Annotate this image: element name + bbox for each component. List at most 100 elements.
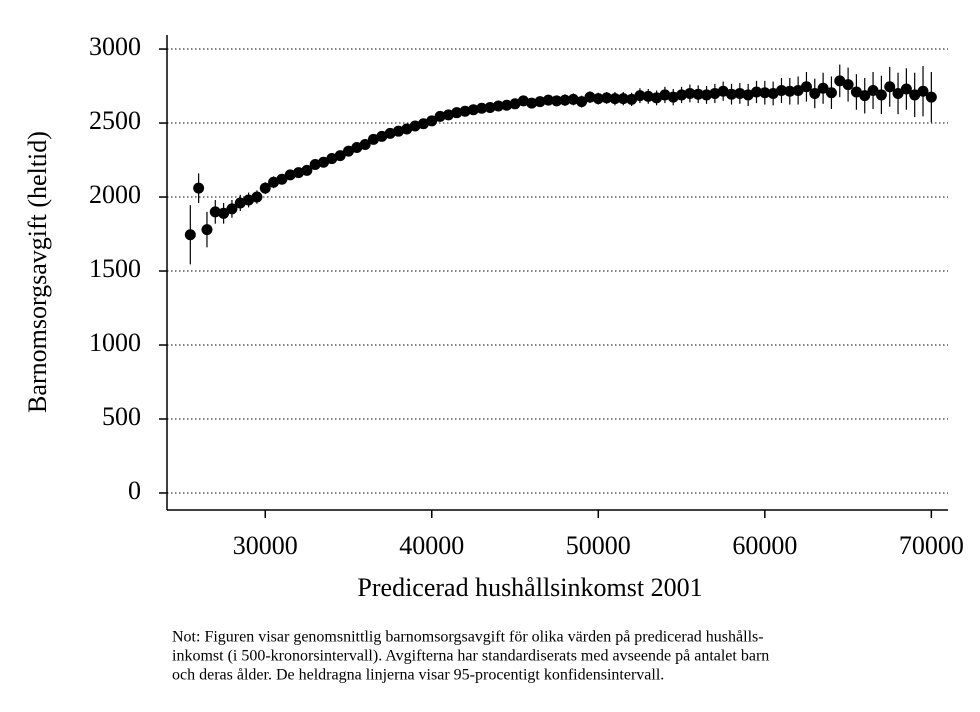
point	[825, 87, 837, 99]
y-tick-label: 3000	[89, 32, 141, 61]
point	[884, 81, 896, 93]
point	[875, 89, 887, 101]
point	[834, 75, 846, 87]
point	[426, 115, 438, 127]
note-line: och deras ålder. De heldragna linjerna v…	[172, 667, 664, 684]
point	[476, 102, 488, 114]
point	[626, 93, 638, 105]
point	[318, 156, 330, 168]
point	[517, 95, 529, 107]
y-tick-label: 500	[102, 402, 141, 431]
point	[284, 169, 296, 181]
point	[276, 173, 288, 185]
y-tick-label: 1000	[89, 328, 141, 357]
point	[842, 79, 854, 91]
point	[434, 110, 446, 122]
x-tick-label: 70000	[899, 531, 964, 560]
point	[193, 182, 205, 194]
point	[384, 127, 396, 139]
x-tick-label: 50000	[566, 531, 631, 560]
point	[784, 85, 796, 97]
point	[309, 158, 321, 170]
x-axis-title: Predicerad hushållsinkomst 2001	[357, 573, 702, 602]
point	[334, 150, 346, 162]
point	[467, 104, 479, 116]
point	[209, 206, 221, 218]
point	[526, 97, 538, 109]
point	[442, 109, 454, 121]
y-tick-label: 2000	[89, 180, 141, 209]
point	[800, 81, 812, 93]
point	[601, 92, 613, 104]
point	[234, 197, 246, 209]
point	[376, 130, 388, 142]
point	[367, 133, 379, 145]
point	[501, 99, 513, 111]
point	[609, 93, 621, 105]
point	[218, 207, 230, 219]
point	[592, 93, 604, 105]
y-tick-label: 1500	[89, 254, 141, 283]
point	[584, 91, 596, 103]
point	[268, 176, 280, 188]
point	[451, 107, 463, 119]
y-axis-title: Barnomsorgsavgift (heltid)	[23, 131, 52, 413]
point	[684, 87, 696, 99]
point	[867, 84, 879, 96]
point	[576, 96, 588, 108]
point	[401, 123, 413, 135]
point	[667, 91, 679, 103]
point	[417, 118, 429, 130]
point	[750, 86, 762, 98]
point	[392, 125, 404, 137]
point	[909, 89, 921, 101]
note-line: inkomst (i 500-kronorsintervall). Avgift…	[172, 648, 769, 665]
point	[767, 87, 779, 99]
x-tick-label: 40000	[399, 531, 464, 560]
point	[634, 90, 646, 102]
point	[301, 164, 313, 176]
point	[567, 93, 579, 105]
y-tick-label: 2500	[89, 106, 141, 135]
point	[542, 94, 554, 106]
point	[351, 141, 363, 153]
point	[259, 182, 271, 194]
point	[709, 87, 721, 99]
point	[617, 93, 629, 105]
point	[492, 100, 504, 112]
point	[734, 87, 746, 99]
point	[343, 145, 355, 157]
point	[925, 91, 937, 103]
point	[659, 89, 671, 101]
point	[775, 84, 787, 96]
point	[551, 95, 563, 107]
point	[701, 89, 713, 101]
point	[559, 94, 571, 106]
point	[226, 203, 238, 215]
y-tick-label: 0	[128, 476, 141, 505]
point	[726, 88, 738, 100]
point	[651, 92, 663, 104]
point	[484, 102, 496, 114]
point	[676, 89, 688, 101]
point	[692, 88, 704, 100]
point	[850, 86, 862, 98]
point	[459, 105, 471, 117]
point	[201, 224, 213, 236]
point	[792, 84, 804, 96]
point	[759, 87, 771, 99]
point	[900, 83, 912, 95]
point	[359, 139, 371, 151]
point	[742, 89, 754, 101]
point	[509, 98, 521, 110]
point	[817, 82, 829, 94]
x-tick-label: 60000	[732, 531, 797, 560]
point	[717, 85, 729, 97]
note-line: Not: Figuren visar genomsnittlig barnoms…	[172, 629, 764, 646]
point	[251, 191, 263, 203]
point	[409, 120, 421, 132]
point	[809, 87, 821, 99]
point	[917, 85, 929, 97]
x-tick-label: 30000	[233, 531, 298, 560]
